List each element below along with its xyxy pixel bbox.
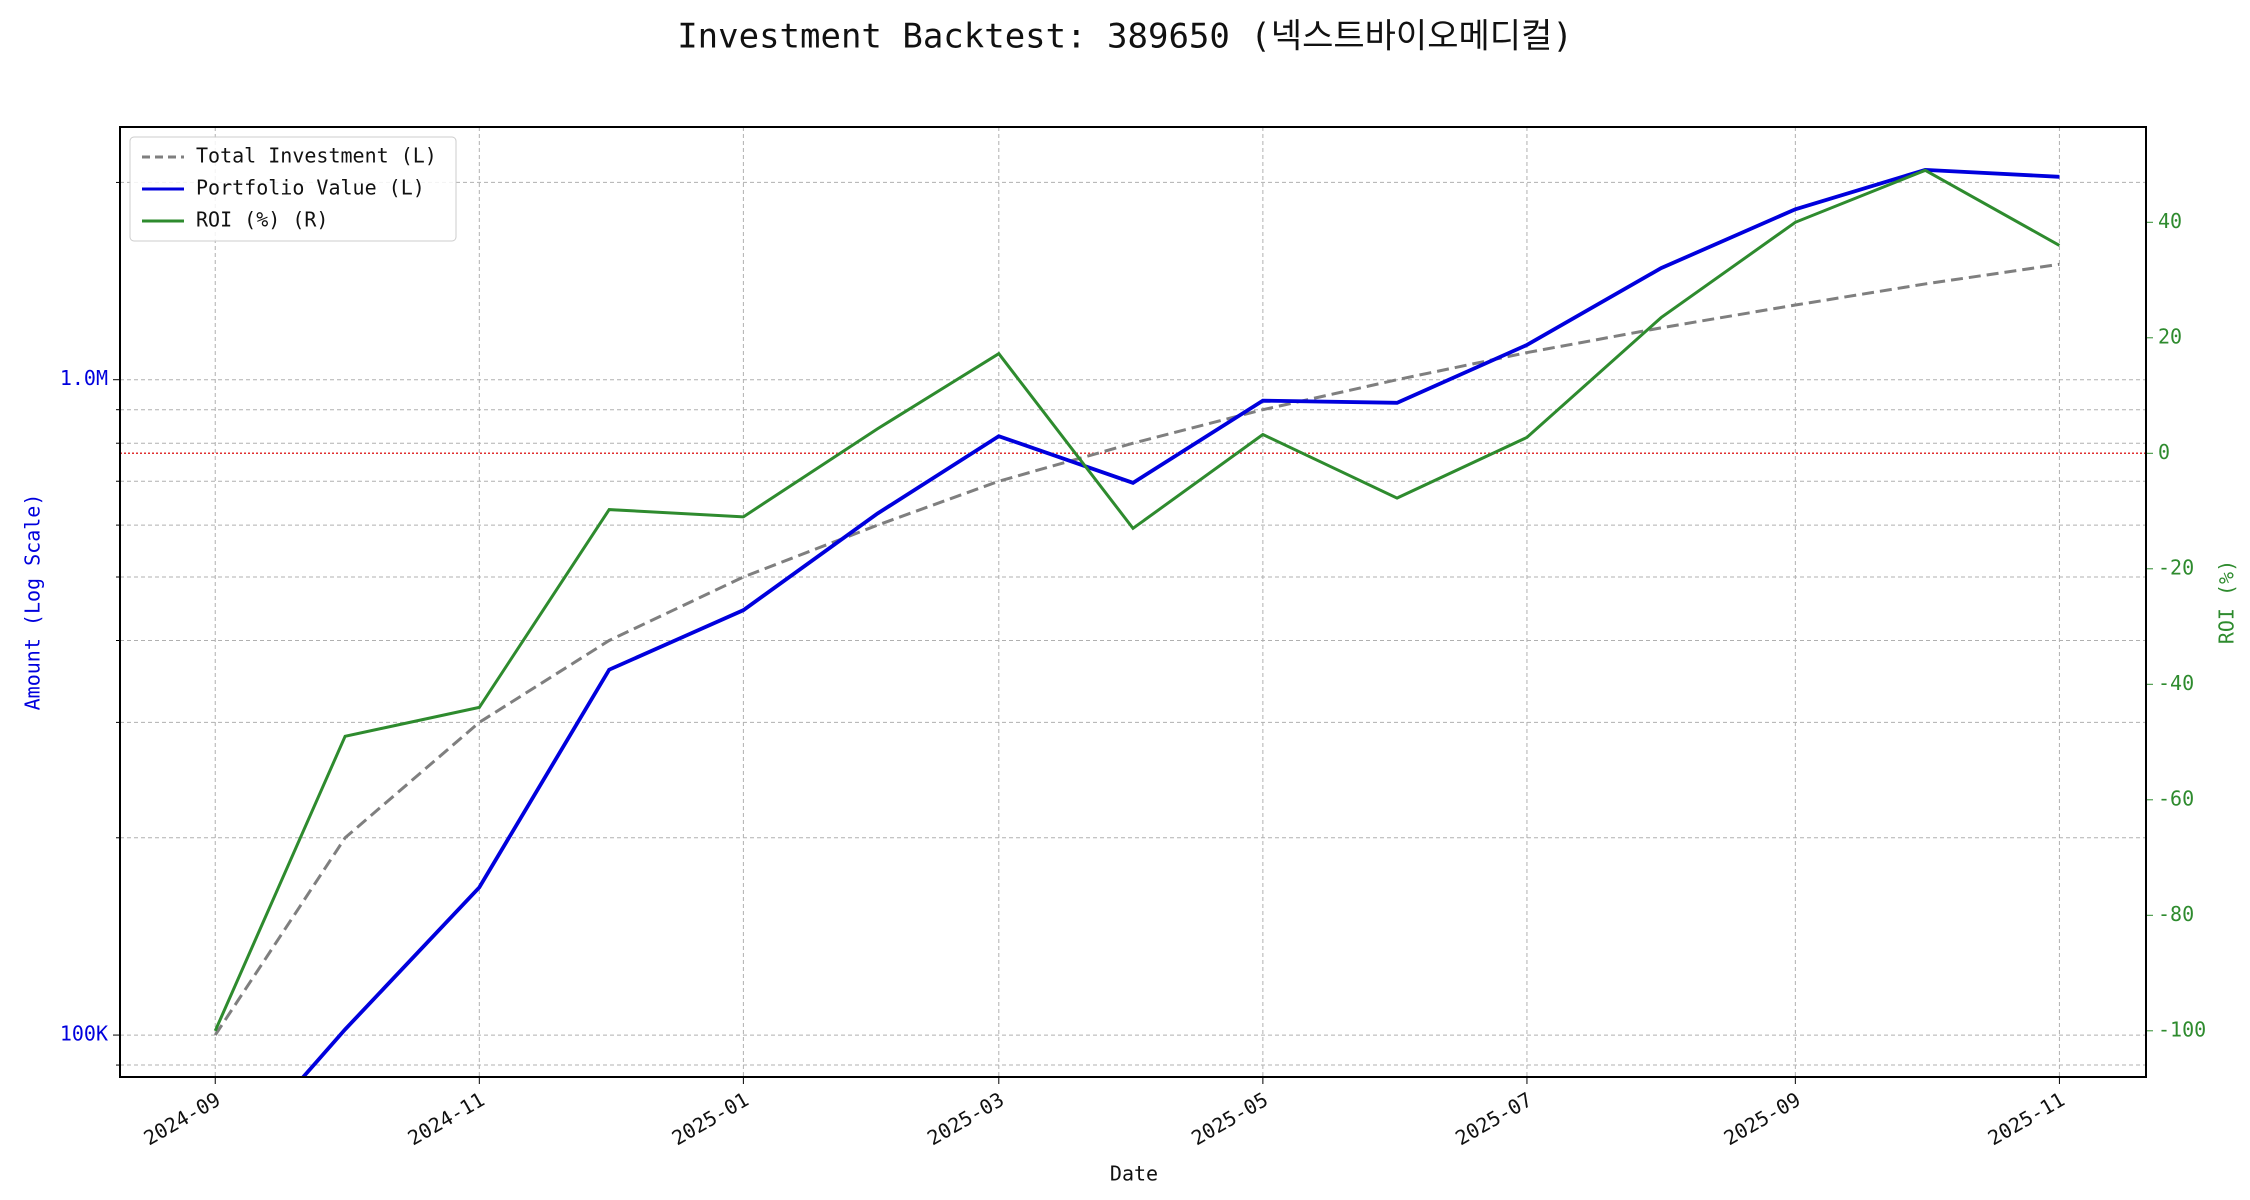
y-tick-label: 100K <box>60 1022 108 1046</box>
series-line <box>213 168 2061 1032</box>
y2-tick-label: -60 <box>2158 786 2194 810</box>
y2-tick-label: -40 <box>2158 671 2194 695</box>
y2-tick-label: -80 <box>2158 902 2194 926</box>
x-tick-label: 2025-01 <box>668 1087 753 1150</box>
legend-label: Portfolio Value (L) <box>196 176 425 200</box>
y-tick-label: 1.0M <box>60 366 108 390</box>
y2-tick-label: -100 <box>2158 1017 2206 1041</box>
y2-tick-label: 0 <box>2158 440 2170 464</box>
x-tick-label: 2025-05 <box>1187 1087 1272 1150</box>
x-tick-label: 2025-09 <box>1720 1087 1805 1150</box>
x-axis-label: Date <box>1110 1162 1158 1186</box>
legend-box <box>129 136 457 242</box>
x-tick-label: 2025-07 <box>1451 1087 1536 1150</box>
y2-axis-label: ROI (%) <box>2215 560 2239 644</box>
y-axis-label: Amount (Log Scale) <box>21 494 45 711</box>
y2-tick-label: 40 <box>2158 209 2182 233</box>
x-tick-label: 2024-11 <box>404 1087 489 1150</box>
x-tick-label: 2025-11 <box>1984 1087 2069 1150</box>
plot-frame <box>119 126 2147 1078</box>
y2-tick-label: -20 <box>2158 555 2194 579</box>
legend-label: ROI (%) (R) <box>196 208 328 232</box>
x-tick-label: 2024-09 <box>139 1087 224 1150</box>
series-line <box>300 167 2060 1077</box>
y2-tick-label: 20 <box>2158 324 2182 348</box>
series-line <box>213 262 2060 1036</box>
chart-title: Investment Backtest: 389650 (넥스트바이오메디컬) <box>677 17 1573 57</box>
x-tick-label: 2025-03 <box>923 1087 1008 1150</box>
legend-label: Total Investment (L) <box>196 144 437 168</box>
plot-area <box>213 167 2061 1077</box>
